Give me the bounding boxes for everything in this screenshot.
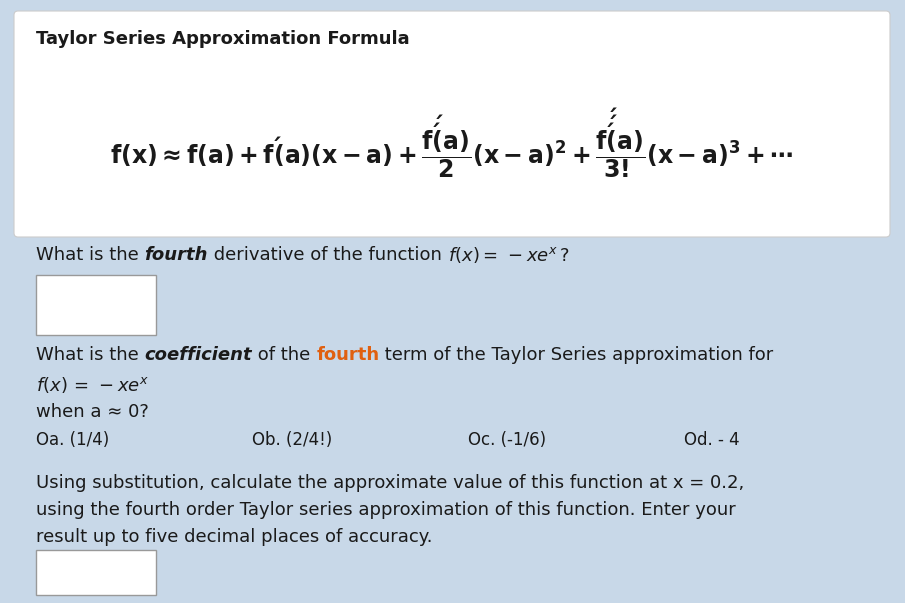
Text: What is the: What is the: [36, 346, 145, 364]
FancyBboxPatch shape: [14, 11, 890, 237]
Text: $\mathbf{f(x) \approx f(a) + f\'(a)(x-a) + \dfrac{f\'\'(a)}{2}(x-a)^2 + \dfrac{f: $\mathbf{f(x) \approx f(a) + f\'(a)(x-a)…: [110, 106, 794, 180]
Text: Od. - 4: Od. - 4: [684, 431, 739, 449]
Text: What is the: What is the: [36, 246, 145, 264]
Text: fourth: fourth: [145, 246, 208, 264]
Text: Oa. (1/4): Oa. (1/4): [36, 431, 110, 449]
Text: when a ≈ 0?: when a ≈ 0?: [36, 403, 149, 421]
Bar: [36, 275, 156, 335]
Text: Oc. (-1/6): Oc. (-1/6): [468, 431, 546, 449]
Text: fourth: fourth: [316, 346, 379, 364]
Text: coefficient: coefficient: [145, 346, 252, 364]
Text: Taylor Series Approximation Formula: Taylor Series Approximation Formula: [36, 30, 410, 48]
Bar: [36, 550, 156, 595]
Text: term of the Taylor Series approximation for: term of the Taylor Series approximation …: [379, 346, 774, 364]
Text: result up to five decimal places of accuracy.: result up to five decimal places of accu…: [36, 528, 433, 546]
Text: $f(x) =\,-xe^x\,?$: $f(x) =\,-xe^x\,?$: [448, 245, 569, 265]
Text: of the: of the: [252, 346, 316, 364]
Text: Ob. (2/4!): Ob. (2/4!): [252, 431, 332, 449]
Text: Using substitution, calculate the approximate value of this function at x = 0.2,: Using substitution, calculate the approx…: [36, 474, 744, 492]
Text: $f(x)\,=\,-xe^x$: $f(x)\,=\,-xe^x$: [36, 375, 149, 395]
Text: using the fourth order Taylor series approximation of this function. Enter your: using the fourth order Taylor series app…: [36, 501, 736, 519]
Text: derivative of the function: derivative of the function: [208, 246, 448, 264]
